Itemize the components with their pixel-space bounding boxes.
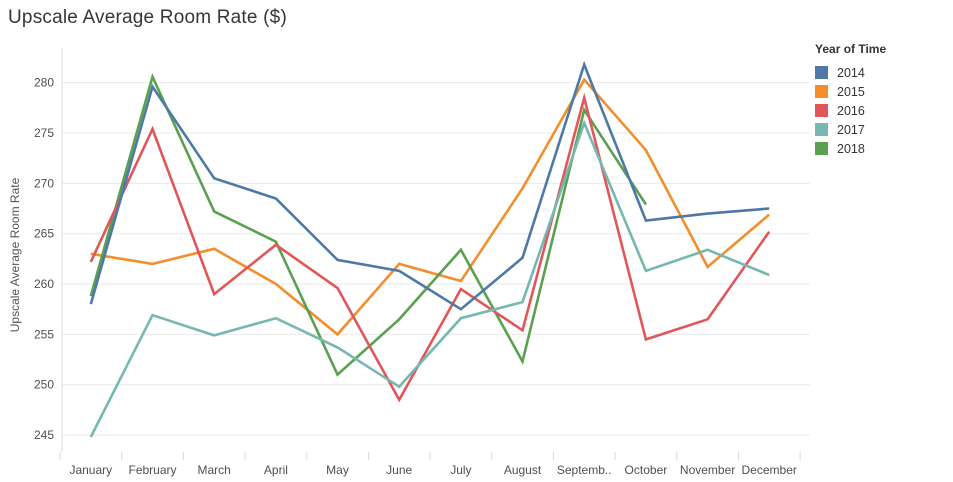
x-tick-label: April — [264, 463, 288, 477]
x-tick-label: February — [128, 463, 176, 477]
legend-swatch-2014-icon[interactable] — [815, 66, 828, 79]
legend-label-2017[interactable]: 2017 — [837, 122, 865, 137]
x-tick-label: November — [680, 463, 735, 477]
y-tick-label: 270 — [34, 176, 54, 190]
x-tick-label: June — [386, 463, 412, 477]
legend-label-2015[interactable]: 2015 — [837, 84, 865, 99]
x-tick-label: May — [326, 463, 349, 477]
line-2017[interactable] — [89, 119, 770, 438]
y-tick-label: 245 — [34, 428, 54, 442]
y-tick-label: 280 — [34, 76, 54, 90]
line-2018[interactable] — [89, 72, 647, 377]
line-2014[interactable] — [89, 60, 770, 311]
legend-swatch-2017-icon[interactable] — [815, 123, 828, 136]
legend-item-2016[interactable]: 2016 — [815, 101, 886, 120]
x-tick-label: January — [69, 463, 112, 477]
y-tick-label: 275 — [34, 126, 54, 140]
legend-label-2014[interactable]: 2014 — [837, 65, 865, 80]
legend-title: Year of Time — [815, 42, 887, 56]
x-tick-label: July — [450, 463, 471, 477]
legend-label-2016[interactable]: 2016 — [837, 103, 865, 118]
y-tick-label: 260 — [34, 277, 54, 291]
legend-swatch-2018-icon[interactable] — [815, 142, 828, 155]
x-tick-label: March — [198, 463, 231, 477]
legend-swatch-2016-icon[interactable] — [815, 104, 828, 117]
y-tick-label: 265 — [34, 227, 54, 241]
legend-swatch-2015-icon[interactable] — [815, 85, 828, 98]
x-tick-label: August — [504, 463, 542, 477]
legend-label-2018[interactable]: 2018 — [837, 141, 865, 156]
x-tick-label: October — [625, 463, 668, 477]
legend-item-2015[interactable]: 2015 — [815, 82, 886, 101]
chart-title: Upscale Average Room Rate ($) — [8, 7, 287, 28]
legend-item-2014[interactable]: 2014 — [815, 63, 886, 82]
x-tick-label: December — [742, 463, 797, 477]
line-2016[interactable] — [89, 92, 771, 403]
legend: Year of Time 2014 2015 2016 2017 2018 — [815, 42, 886, 158]
x-tick-label: Septemb.. — [557, 463, 612, 477]
y-tick-label: 250 — [34, 378, 54, 392]
line-2015[interactable] — [90, 77, 771, 337]
y-tick-label: 255 — [34, 327, 54, 341]
legend-item-2018[interactable]: 2018 — [815, 139, 886, 158]
legend-item-2017[interactable]: 2017 — [815, 120, 886, 139]
